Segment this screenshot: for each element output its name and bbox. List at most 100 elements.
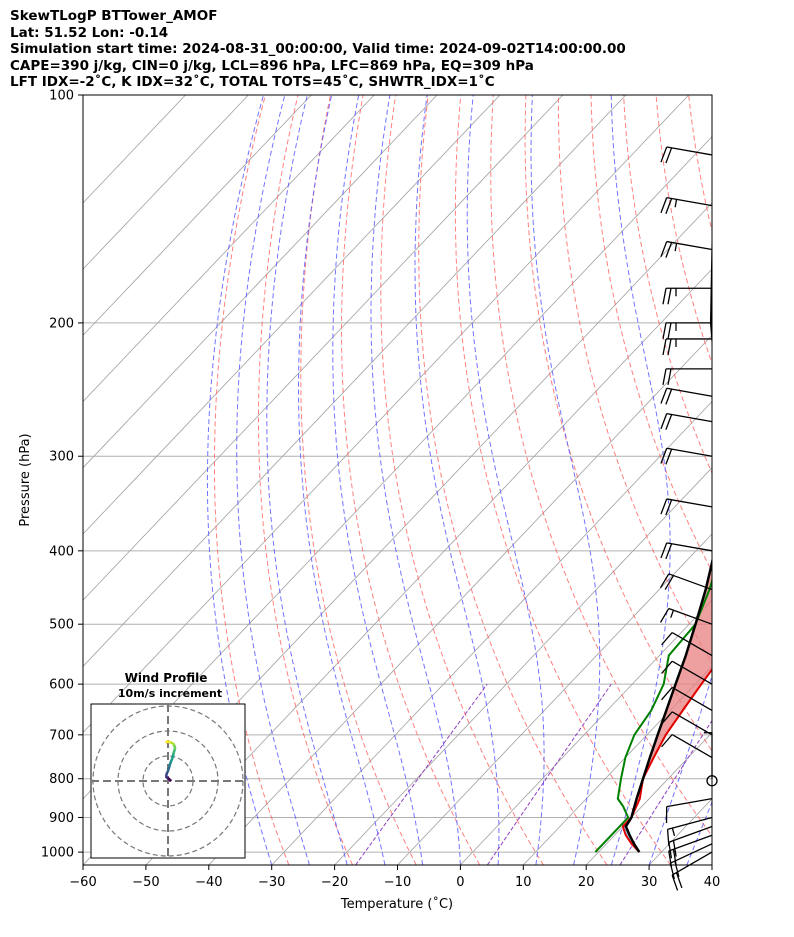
x-tick-label: 0 [456, 875, 464, 890]
isotherm-line [460, 599, 712, 865]
dry-adiabat [721, 95, 794, 865]
x-tick-label: 30 [641, 875, 658, 890]
y-tick-label: 600 [49, 678, 74, 693]
isotherm-line [711, 864, 712, 865]
wind-barb [666, 816, 713, 846]
isotherm-line [775, 95, 794, 865]
isotherm-line [83, 95, 627, 667]
moist-adiabat [530, 95, 601, 865]
wind-barb [665, 798, 713, 823]
x-tick-label: −30 [258, 875, 285, 890]
x-tick-label: −40 [195, 875, 222, 890]
wind-barb [660, 542, 713, 560]
x-tick-label: −20 [321, 875, 348, 890]
y-tick-label: 700 [49, 728, 74, 743]
parcel-line [624, 225, 712, 853]
y-tick-label: 800 [49, 772, 74, 787]
hodograph-subtitle: 10m/s increment [118, 687, 222, 700]
x-tick-label: −50 [132, 875, 159, 890]
y-tick-label: 200 [49, 316, 74, 331]
chart-title: SkewTLogP BTTower_AMOF [10, 8, 218, 24]
wind-barb [660, 412, 713, 430]
dry-adiabat [524, 95, 712, 752]
indices-line-1: CAPE=390 j/kg, CIN=0 j/kg, LCL=896 hPa, … [10, 57, 534, 74]
isotherm-line [83, 95, 438, 469]
wind-barb [662, 287, 712, 305]
wind-barb [660, 447, 713, 465]
x-tick-label: 40 [704, 875, 721, 890]
calm-wind-marker [706, 775, 718, 787]
x-tick-label: −10 [384, 875, 411, 890]
wind-barb [661, 686, 713, 712]
wind-barb [660, 197, 713, 214]
moist-adiabat [466, 95, 545, 865]
temperature-line [621, 667, 712, 853]
moist-adiabat [648, 673, 712, 865]
moist-adiabat [332, 95, 424, 865]
dry-adiabat [258, 95, 354, 865]
dry-adiabat [418, 95, 608, 865]
dry-adiabat [380, 95, 544, 865]
hodograph-segment [165, 740, 169, 744]
moist-adiabat [236, 95, 310, 865]
moist-adiabat [414, 95, 500, 865]
dry-adiabat [786, 95, 794, 865]
y-tick-label: 400 [49, 544, 74, 559]
wind-barb [661, 711, 713, 736]
y-tick-label: 100 [49, 89, 74, 104]
wind-barb [660, 146, 713, 164]
mixing-ratio-line [355, 683, 488, 865]
dry-adiabat [214, 95, 290, 865]
wind-barb [660, 240, 713, 258]
moist-adiabat [686, 800, 712, 865]
isotherm-line [145, 268, 712, 865]
isotherm-line [208, 334, 712, 865]
x-tick-label: 10 [515, 875, 532, 890]
wind-barb [661, 631, 713, 657]
dry-adiabat [623, 95, 712, 475]
dry-adiabat [490, 95, 712, 837]
y-axis-label: Pressure (hPa) [18, 433, 33, 526]
isotherm-line [83, 95, 249, 270]
wind-barb [660, 387, 713, 405]
y-tick-label: 1000 [41, 846, 74, 861]
wind-barb [659, 573, 713, 591]
isotherm-line [83, 95, 375, 403]
wind-barb [662, 322, 712, 340]
chart-header: SkewTLogP BTTower_AMOF Lat: 51.52 Lon: -… [10, 8, 790, 91]
wind-barb [661, 733, 713, 759]
x-axis-label: Temperature (˚C) [340, 896, 453, 912]
isotherm-line [83, 95, 564, 601]
y-tick-label: 900 [49, 811, 74, 826]
dry-adiabat [590, 95, 712, 573]
y-tick-label: 300 [49, 450, 74, 465]
dry-adiabat [754, 95, 794, 865]
hodograph-title: Wind Profile [125, 671, 208, 685]
wind-barb [661, 660, 713, 685]
location-line: Lat: 51.52 Lon: -0.14 [10, 24, 169, 41]
wind-barb [668, 834, 713, 868]
wind-barb [662, 338, 712, 356]
dewpoint-line [594, 577, 712, 853]
isotherm-line [83, 95, 689, 734]
isotherm-line [83, 95, 501, 535]
isotherm-line [334, 467, 712, 865]
moist-adiabat [206, 95, 273, 865]
isotherm-line [83, 95, 312, 336]
wind-barb [659, 607, 713, 625]
times-line: Simulation start time: 2024-08-31_00:00:… [10, 41, 626, 57]
moist-adiabat [266, 95, 348, 865]
isotherm-line [271, 400, 712, 865]
indices-line-2: LFT IDX=-2˚C, K IDX=32˚C, TOTAL TOTS=45˚… [10, 74, 495, 90]
moist-adiabat [298, 95, 386, 865]
isotherm-line [585, 731, 712, 865]
wind-barb [660, 498, 713, 516]
y-tick-label: 500 [49, 618, 74, 633]
wind-barb [671, 851, 713, 891]
dry-adiabat [300, 95, 417, 865]
moist-adiabat [370, 95, 461, 865]
x-tick-label: 20 [578, 875, 595, 890]
x-tick-label: −60 [69, 875, 96, 890]
cin-area [631, 279, 712, 818]
